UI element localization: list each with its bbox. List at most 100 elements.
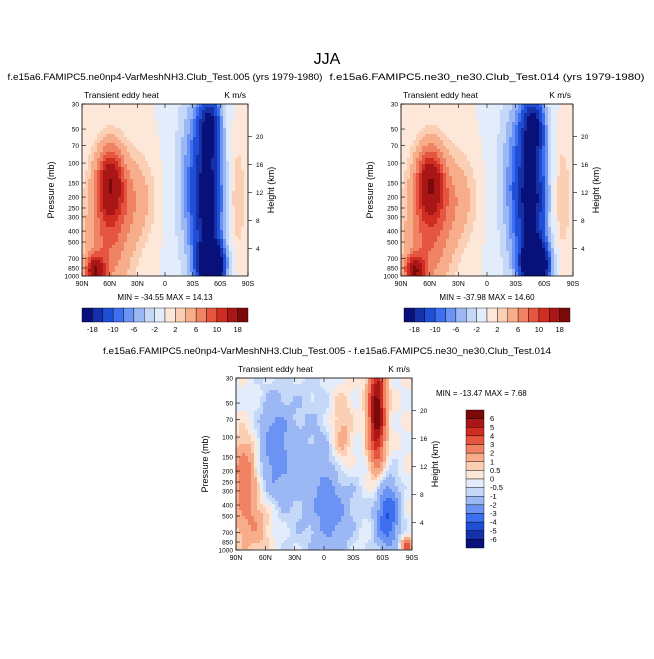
colorbar-swatch	[124, 308, 134, 322]
y2-tick-label: 16	[581, 162, 589, 169]
colorbar-label: 18	[233, 325, 241, 334]
y-tick-label: 150	[222, 454, 233, 461]
x-tick-label: 60N	[423, 281, 436, 288]
y-tick-label: 150	[387, 180, 398, 187]
colorbar-swatch	[466, 445, 484, 454]
colorbar-swatch	[165, 308, 175, 322]
colorbar-swatch	[466, 514, 484, 523]
colorbar-swatch	[446, 308, 456, 322]
colorbar-label: -10	[430, 325, 441, 334]
y-tick-label: 300	[68, 214, 79, 221]
colorbar-swatch	[539, 308, 549, 322]
y-tick-label: 700	[222, 530, 233, 537]
y-tick-label: 1000	[219, 548, 234, 555]
colorbar-label: -6	[131, 325, 138, 334]
units-label: K m/s	[388, 364, 410, 374]
y-axis-label: Pressure (mb)	[46, 161, 56, 218]
min-max-stats: MIN = -37.98 MAX = 14.60	[439, 293, 535, 302]
colorbar-swatch	[466, 470, 484, 479]
colorbar-swatch	[497, 308, 507, 322]
field-cells	[401, 104, 575, 278]
x-tick-label: 60N	[103, 281, 116, 288]
y-tick-label: 100	[68, 161, 79, 168]
colorbar-swatch	[466, 522, 484, 531]
colorbar-label: 18	[555, 325, 563, 334]
field-name-label: Transient eddy heat	[238, 364, 313, 374]
y-tick-label: 150	[68, 180, 79, 187]
min-max-stats: MIN = -13.47 MAX = 7.68	[436, 389, 527, 398]
colorbar-swatch	[155, 308, 165, 322]
y-tick-label: 500	[387, 240, 398, 247]
y-axis-label: Pressure (mb)	[200, 435, 210, 492]
x-tick-label: 60S	[214, 281, 227, 288]
y-tick-label: 30	[391, 102, 399, 109]
x-tick-label: 90N	[76, 281, 89, 288]
y2-axis-label: Height (km)	[591, 167, 601, 214]
colorbar-label: -10	[108, 325, 119, 334]
y-tick-label: 400	[387, 229, 398, 236]
y2-tick-label: 16	[256, 162, 264, 169]
y-tick-label: 1000	[65, 274, 80, 281]
colorbar-swatch	[113, 308, 123, 322]
y2-tick-label: 12	[256, 190, 264, 197]
colorbar-swatch	[144, 308, 154, 322]
colorbar-label: 6	[516, 325, 520, 334]
y-tick-label: 50	[226, 401, 234, 408]
y-tick-label: 100	[222, 435, 233, 442]
y2-tick-label: 12	[581, 190, 589, 197]
colorbar-swatch	[466, 479, 484, 488]
colorbar-swatch	[238, 308, 248, 322]
colorbar-label: 10	[213, 325, 221, 334]
field-cells	[236, 378, 413, 552]
colorbar-swatch	[466, 410, 484, 419]
x-tick-label: 90S	[242, 281, 255, 288]
colorbar-label: -2	[151, 325, 158, 334]
y-tick-label: 30	[72, 102, 80, 109]
y-tick-label: 250	[68, 206, 79, 213]
colorbar-swatch	[466, 505, 484, 514]
y-tick-label: 850	[387, 266, 398, 273]
y2-tick-label: 8	[420, 492, 424, 499]
y-tick-label: 200	[222, 469, 233, 476]
y-tick-label: 300	[222, 488, 233, 495]
y-tick-label: 250	[387, 206, 398, 213]
y2-tick-label: 4	[581, 246, 585, 253]
x-tick-label: 30N	[288, 555, 301, 562]
colorbar-label: -6	[453, 325, 460, 334]
x-tick-label: 30S	[347, 555, 360, 562]
colorbar-swatch	[487, 308, 497, 322]
x-tick-label: 60N	[259, 555, 272, 562]
field-name-label: Transient eddy heat	[403, 90, 478, 100]
colorbar-swatch	[186, 308, 196, 322]
x-tick-label: 90N	[395, 281, 408, 288]
x-tick-label: 60S	[538, 281, 551, 288]
panel-1: f.e15a6.FAMIPC5.ne0np4-VarMeshNH3.Club_T…	[8, 72, 323, 302]
colorbar-swatch	[435, 308, 445, 322]
y-tick-label: 1000	[384, 274, 399, 281]
units-label: K m/s	[549, 90, 571, 100]
x-tick-label: 0	[163, 281, 167, 288]
y2-tick-label: 20	[581, 134, 589, 141]
colorbar-swatch	[456, 308, 466, 322]
units-label: K m/s	[224, 90, 246, 100]
x-tick-label: 30S	[509, 281, 522, 288]
colorbar-swatch	[466, 436, 484, 445]
colorbar-label: 10	[535, 325, 543, 334]
colorbar-swatch	[404, 308, 414, 322]
colorbar-label: 6	[194, 325, 198, 334]
y-tick-label: 50	[391, 127, 399, 134]
colorbar-swatch	[82, 308, 92, 322]
x-tick-label: 30S	[186, 281, 199, 288]
y-tick-label: 70	[226, 417, 234, 424]
colorbar-label: -6	[490, 535, 497, 544]
y-tick-label: 70	[391, 143, 399, 150]
y2-tick-label: 4	[420, 520, 424, 527]
panel-title: f.e15a6.FAMIPC5.ne0np4-VarMeshNH3.Club_T…	[8, 72, 323, 83]
x-tick-label: 90N	[230, 555, 243, 562]
y-tick-label: 250	[222, 480, 233, 487]
colorbar-swatch	[466, 496, 484, 505]
colorbar-swatch	[414, 308, 424, 322]
field-name-label: Transient eddy heat	[84, 90, 159, 100]
